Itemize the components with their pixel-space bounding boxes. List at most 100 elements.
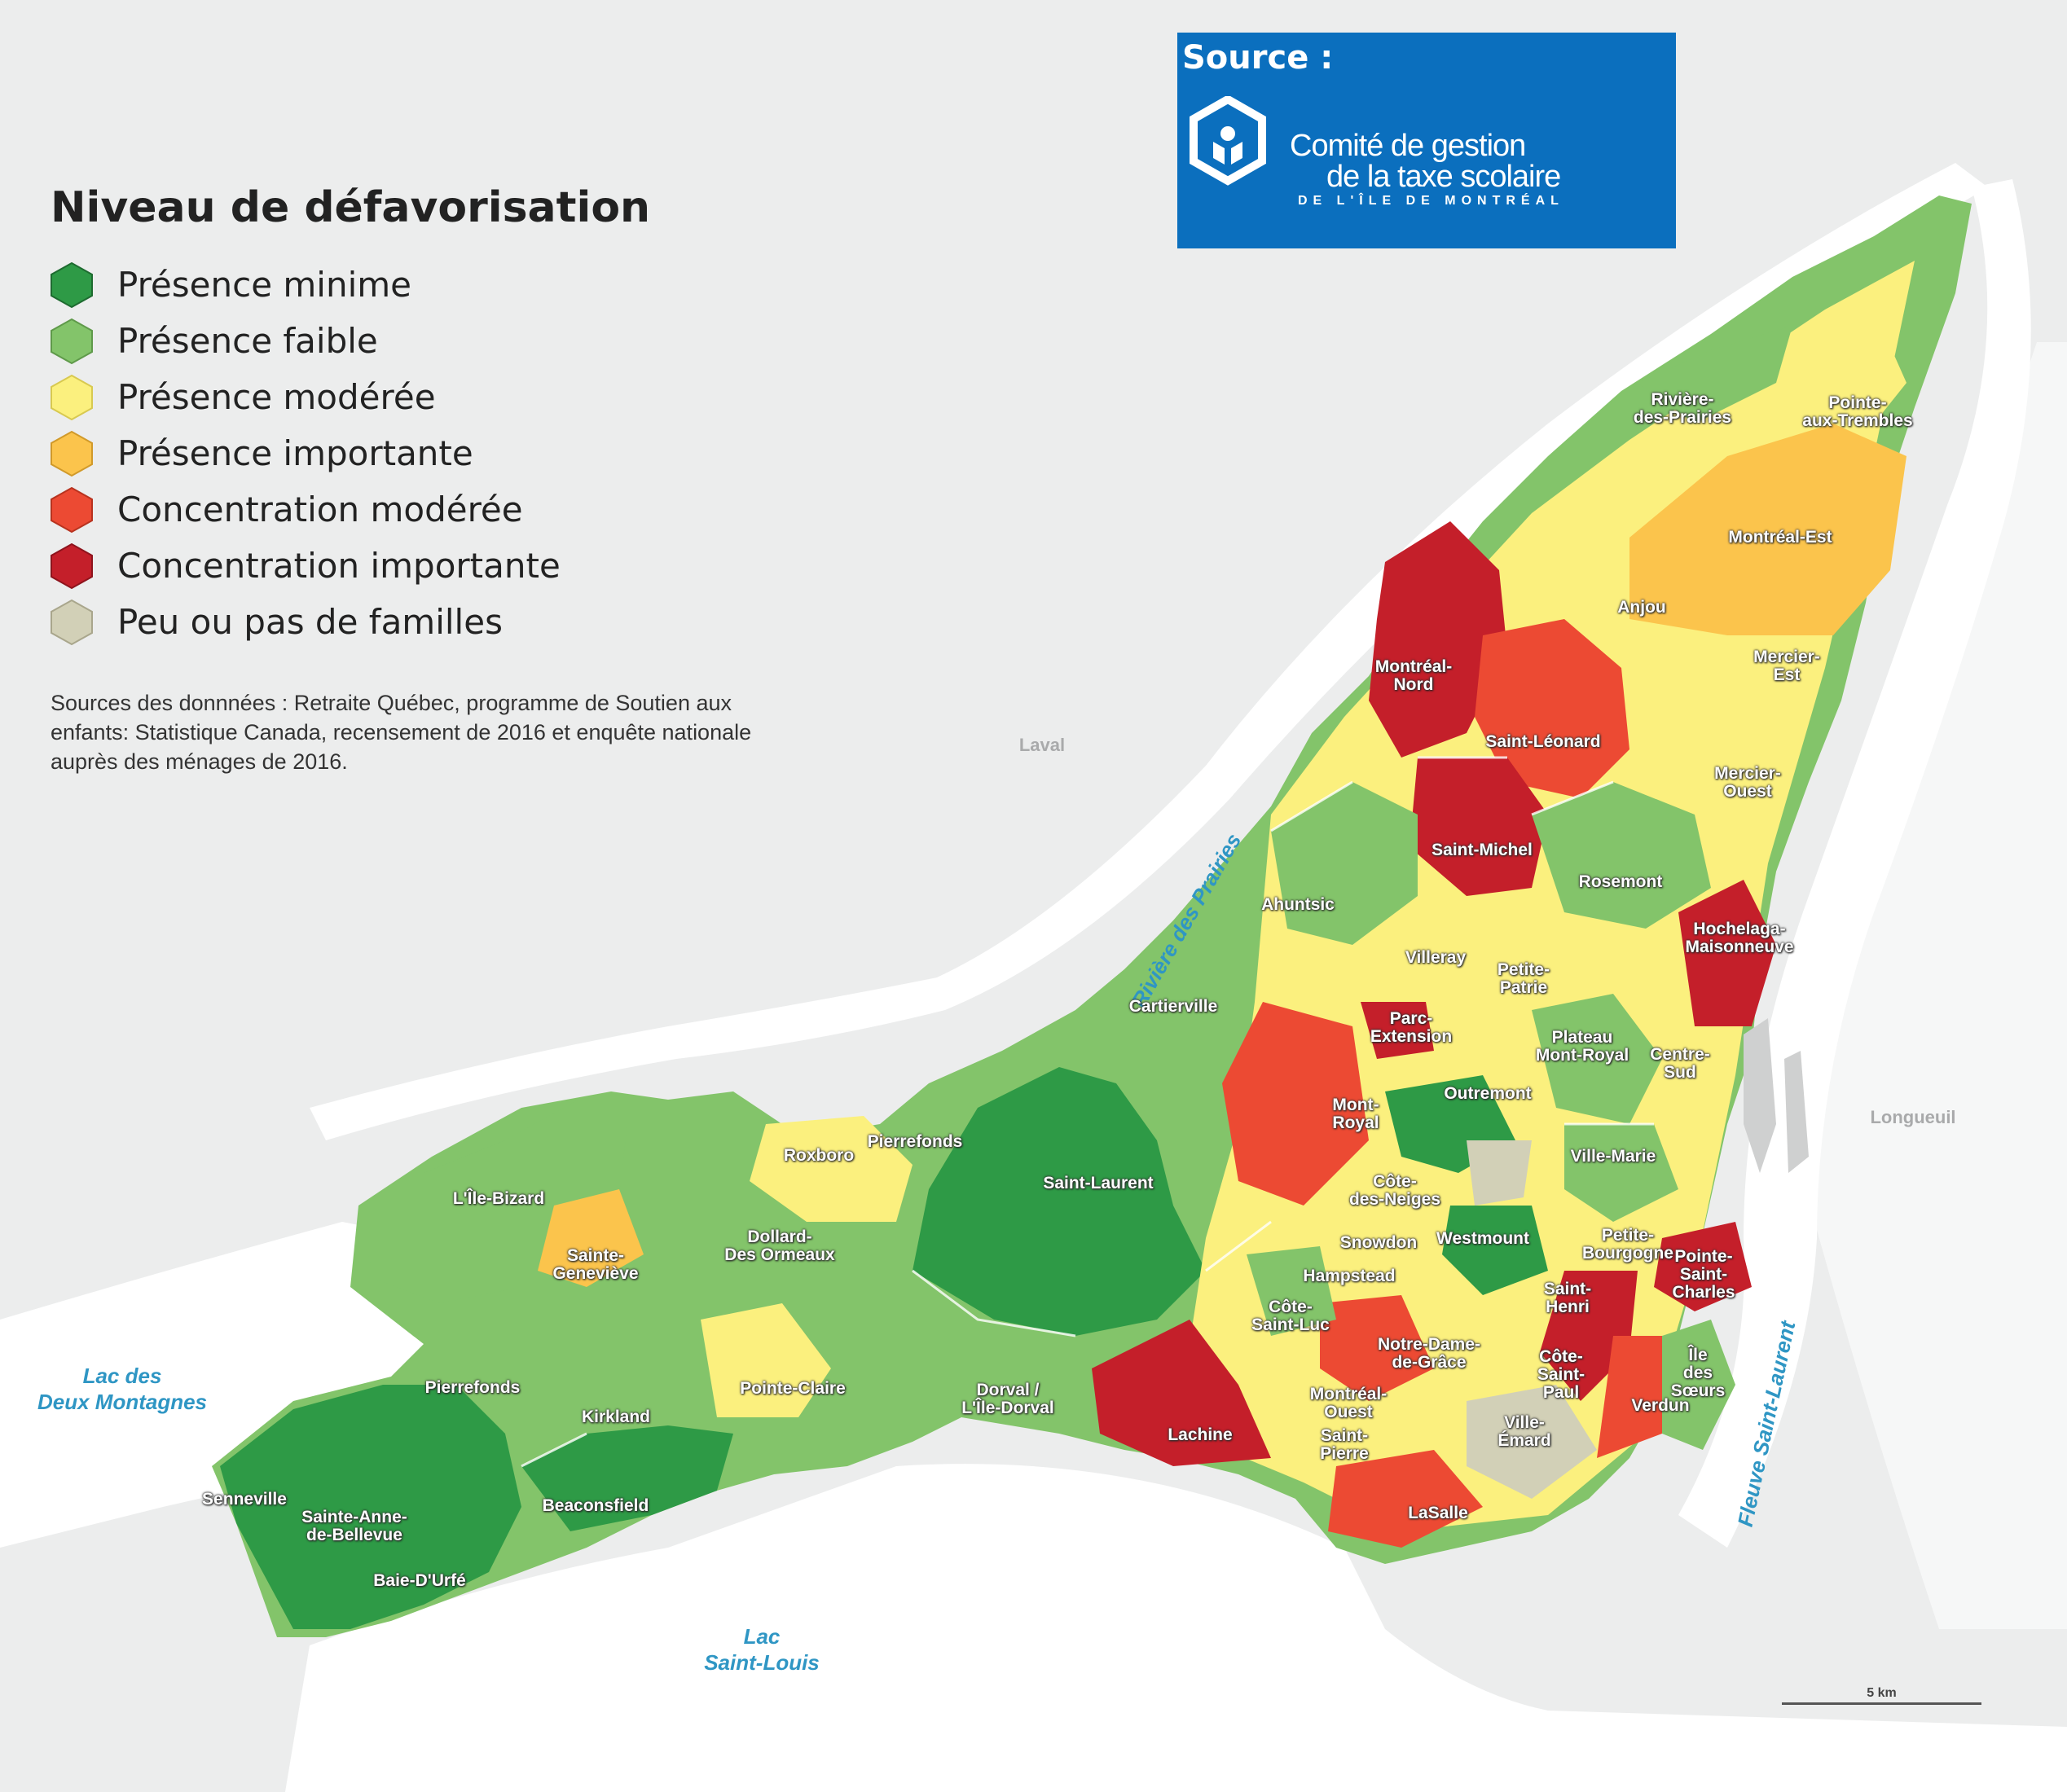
place-label: Notre-Dame- de-Grâce — [1377, 1335, 1481, 1372]
zone-saint-laurent-green — [913, 1067, 1206, 1336]
zone-sainte-genevieve — [538, 1189, 644, 1287]
water-riviere-des-prairies — [310, 163, 1988, 1140]
zone-saint-leonard — [1475, 619, 1629, 798]
legend-item-2: Présence faible — [49, 313, 782, 369]
place-label: Outremont — [1444, 1084, 1532, 1103]
water-label-lac-deux-montagnes: Lac des Deux Montagnes — [37, 1364, 208, 1414]
boundary-lines — [521, 756, 1654, 1468]
org-name-line3: DE L'ÎLE DE MONTRÉAL — [1298, 194, 1564, 208]
legend-item-1: Présence minime — [49, 257, 782, 313]
place-label: Côte- Saint-Luc — [1251, 1298, 1330, 1334]
place-label: LaSalle — [1408, 1504, 1468, 1522]
place-label: Saint-Michel — [1432, 841, 1533, 859]
zone-pointe-claire — [701, 1303, 831, 1417]
place-label: Pointe- Saint- Charles — [1672, 1247, 1735, 1302]
place-label: Saint- Pierre — [1320, 1426, 1369, 1463]
zone-lasalle — [1328, 1450, 1483, 1548]
zone-mont-royal-park — [1467, 1140, 1532, 1206]
legend-label: Concentration modérée — [117, 490, 523, 529]
place-label: Plateau Mont-Royal — [1535, 1028, 1629, 1065]
place-label: Île des Sœurs — [1670, 1346, 1726, 1400]
place-label: Saint- Henri — [1543, 1280, 1592, 1316]
zone-ndg — [1320, 1295, 1434, 1401]
water-label-lac-saint-louis: Lac Saint-Louis — [704, 1624, 820, 1675]
ile-sainte-helene — [1744, 1018, 1776, 1173]
zone-cote-saint-luc — [1247, 1246, 1336, 1336]
place-label: Westmount — [1436, 1229, 1529, 1248]
cgtsim-logo-icon — [1190, 96, 1266, 186]
hexagon-icon — [51, 261, 93, 308]
zone-ville-emard — [1467, 1385, 1597, 1499]
place-label: Lachine — [1168, 1425, 1233, 1444]
zone-montreal-est-orange — [1629, 424, 1906, 635]
ile-des-soeurs — [1662, 1320, 1735, 1450]
legend-label: Présence importante — [117, 433, 473, 473]
legend-label: Peu ou pas de familles — [117, 602, 503, 642]
zone-west-island-green — [220, 1385, 521, 1629]
place-label: Verdun — [1631, 1396, 1690, 1415]
place-label: Ville- Émard — [1497, 1413, 1551, 1450]
place-label: Montréal-Est — [1728, 528, 1832, 547]
zone-lachine — [1092, 1320, 1271, 1466]
place-label: Hampstead — [1303, 1267, 1396, 1285]
place-label: Saint-Léonard — [1485, 732, 1601, 751]
place-label: Côte- Saint- Paul — [1537, 1347, 1585, 1402]
source-heading: Source : — [1182, 39, 1334, 77]
data-sources-note: Sources des donnnées : Retraite Québec, … — [51, 691, 752, 774]
place-label: Dorval / L'Île-Dorval — [961, 1381, 1054, 1417]
place-label: Montréal- Nord — [1374, 657, 1453, 694]
place-label: Baie-D'Urfé — [373, 1571, 466, 1590]
zone-rosemont — [1532, 782, 1711, 929]
region-laval: Laval — [1018, 735, 1066, 755]
legend-label: Présence faible — [117, 321, 378, 361]
place-label: L'Île-Bizard — [452, 1189, 545, 1208]
zone-parc-extension — [1361, 1002, 1434, 1059]
zone-ahuntsic — [1271, 782, 1418, 945]
place-label: Pierrefonds — [424, 1378, 521, 1397]
place-label: Villeray — [1405, 948, 1467, 967]
hexagon-icon — [51, 486, 93, 533]
place-label: Ahuntsic — [1261, 895, 1335, 914]
place-label: Senneville — [202, 1490, 287, 1509]
place-label: Hochelaga- Maisonneuve — [1685, 920, 1794, 956]
legend-title: Niveau de défavorisation — [51, 183, 651, 232]
place-label: Pointe- aux-Trembles — [1802, 393, 1913, 430]
place-label: Sainte- Geneviève — [552, 1246, 639, 1283]
place-label: Pierrefonds — [867, 1132, 963, 1151]
zone-montreal-nord-red — [1369, 521, 1507, 758]
place-label: Petite- Patrie — [1497, 960, 1550, 997]
zone-pointe-aux-trembles — [1817, 310, 1906, 424]
zone-ville-marie — [1564, 1124, 1678, 1222]
water-lac-saint-louis — [285, 1464, 2067, 1792]
legend-item-6: Concentration importante — [49, 538, 782, 594]
scale-line — [1782, 1702, 1981, 1705]
hexagon-icon — [51, 374, 93, 420]
place-label: Centre- Sud — [1650, 1045, 1710, 1082]
hexagon-icon — [51, 599, 93, 645]
zone-plateau — [1532, 994, 1662, 1124]
place-label: Pointe-Claire — [740, 1379, 846, 1398]
legend-item-4: Présence importante — [49, 425, 782, 481]
hexagon-icon — [51, 430, 93, 477]
place-label: Beaconsfield — [542, 1496, 649, 1515]
place-label: Ville-Marie — [1570, 1147, 1656, 1166]
place-label: Côte- des-Neiges — [1348, 1172, 1441, 1209]
zone-hochelaga — [1678, 880, 1776, 1026]
place-label: Mercier- Ouest — [1714, 764, 1781, 801]
place-label: Rivière- des-Prairies — [1633, 390, 1732, 427]
zone-westmount — [1442, 1206, 1548, 1295]
region-longueuil: Longueuil — [1870, 1107, 1956, 1127]
zone-pointe-saint-charles — [1654, 1222, 1752, 1311]
scale-label: 5 km — [1867, 1686, 1897, 1700]
zone-verdun — [1597, 1336, 1678, 1458]
zone-beaconsfield-green — [521, 1425, 733, 1531]
hexagon-icon — [51, 542, 93, 589]
water-fleuve-east — [1792, 342, 2067, 1629]
zone-pierrefonds-roxboro — [750, 1116, 913, 1222]
place-label: Parc- Extension — [1370, 1009, 1453, 1046]
place-label: Petite- Bourgogne — [1582, 1226, 1673, 1263]
org-name-line1: Comité de gestion — [1290, 129, 1526, 163]
legend-label: Concentration importante — [117, 546, 561, 586]
legend-label: Présence modérée — [117, 377, 436, 417]
